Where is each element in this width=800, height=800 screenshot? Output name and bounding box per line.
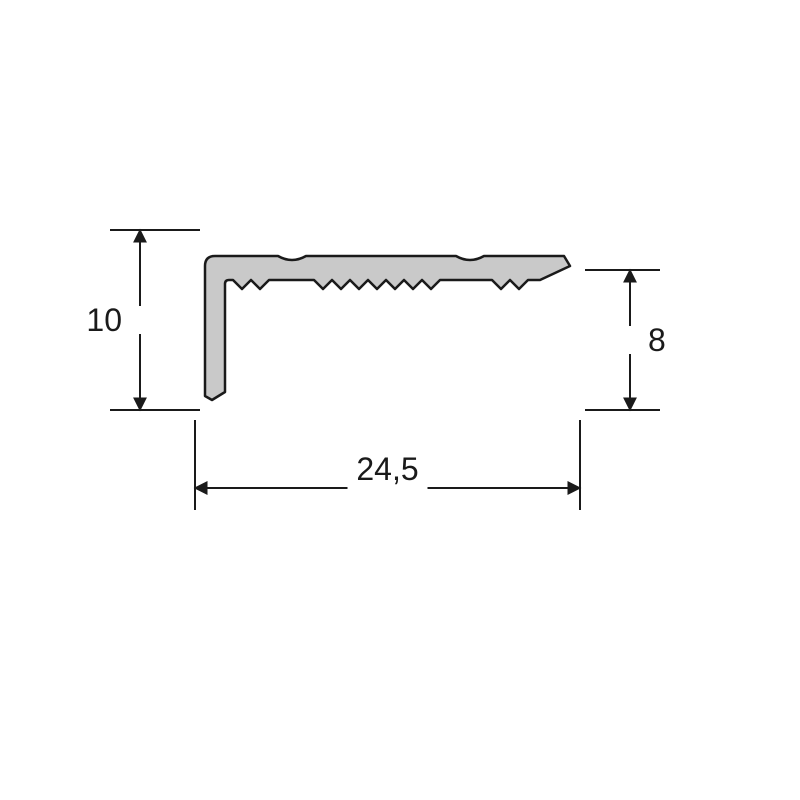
dim-width-label: 24,5 [356,451,418,487]
cross-section-diagram: 10 8 24,5 [0,0,800,800]
dim-width: 24,5 [195,451,580,490]
dim-right-height-label: 8 [648,322,666,358]
dim-left-height-label: 10 [86,302,122,338]
dim-right-height: 8 [630,270,666,410]
dim-left-height: 10 [86,230,140,410]
profile-shape [205,256,570,400]
